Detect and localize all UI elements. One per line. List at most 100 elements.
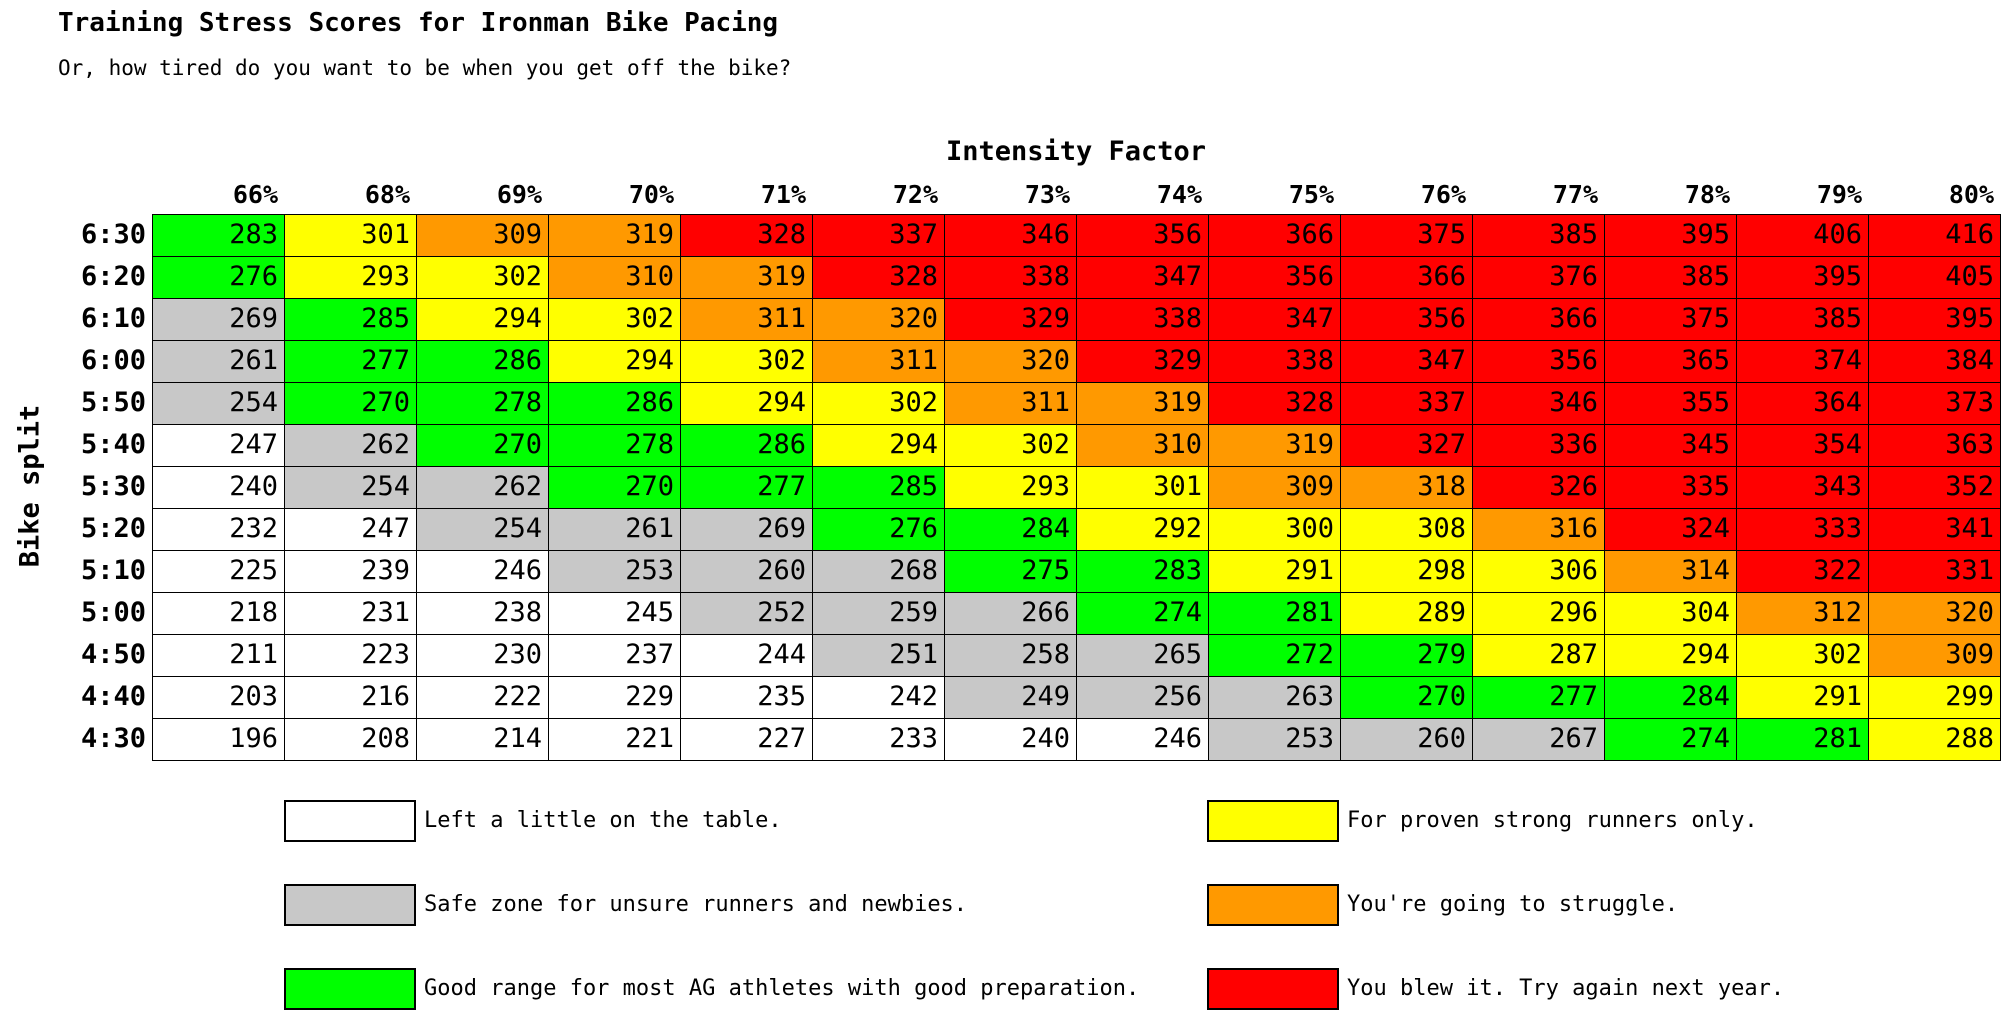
heatmap-cell: 298 [1340, 550, 1473, 593]
heatmap-cell: 259 [812, 592, 945, 635]
heatmap-cell: 223 [284, 634, 417, 677]
heatmap-cell: 374 [1736, 340, 1869, 383]
heatmap-cell: 301 [284, 214, 417, 257]
heatmap-cell: 356 [1208, 256, 1341, 299]
heatmap-cell: 376 [1472, 256, 1605, 299]
legend-label-white: Left a little on the table. [424, 808, 782, 833]
column-header: 77% [1552, 180, 1598, 209]
heatmap-cell: 375 [1340, 214, 1473, 257]
heatmap-cell: 311 [944, 382, 1077, 425]
column-header: 80% [1948, 180, 1994, 209]
heatmap-cell: 291 [1736, 676, 1869, 719]
heatmap-cell: 258 [944, 634, 1077, 677]
heatmap-cell: 322 [1736, 550, 1869, 593]
column-header: 71% [760, 180, 806, 209]
row-header: 4:40 [80, 681, 146, 712]
heatmap-cell: 270 [548, 466, 681, 509]
heatmap-cell: 314 [1604, 550, 1737, 593]
heatmap-cell: 352 [1868, 466, 2001, 509]
heatmap-cell: 270 [284, 382, 417, 425]
heatmap-cell: 286 [680, 424, 813, 467]
heatmap-cell: 311 [680, 298, 813, 341]
heatmap-cell: 346 [1472, 382, 1605, 425]
row-header: 6:10 [80, 303, 146, 334]
heatmap-cell: 225 [152, 550, 285, 593]
heatmap-cell: 345 [1604, 424, 1737, 467]
heatmap-cell: 292 [1076, 508, 1209, 551]
heatmap-cell: 270 [1340, 676, 1473, 719]
heatmap-cell: 293 [944, 466, 1077, 509]
heatmap-cell: 316 [1472, 508, 1605, 551]
heatmap-cell: 281 [1208, 592, 1341, 635]
heatmap-cell: 274 [1604, 718, 1737, 761]
row-header: 6:20 [80, 261, 146, 292]
heatmap-cell: 296 [1472, 592, 1605, 635]
heatmap-cell: 287 [1472, 634, 1605, 677]
heatmap-cell: 363 [1868, 424, 2001, 467]
heatmap-cell: 324 [1604, 508, 1737, 551]
heatmap-cell: 238 [416, 592, 549, 635]
heatmap-cell: 302 [944, 424, 1077, 467]
heatmap-cell: 269 [152, 298, 285, 341]
heatmap-cell: 267 [1472, 718, 1605, 761]
heatmap-cell: 356 [1472, 340, 1605, 383]
heatmap-cell: 356 [1076, 214, 1209, 257]
heatmap-cell: 366 [1472, 298, 1605, 341]
heatmap-cell: 285 [284, 298, 417, 341]
heatmap-cell: 260 [680, 550, 813, 593]
legend-label-green: Good range for most AG athletes with goo… [424, 976, 1140, 1001]
heatmap-cell: 328 [680, 214, 813, 257]
heatmap-cell: 385 [1736, 298, 1869, 341]
heatmap-cell: 319 [680, 256, 813, 299]
legend-swatch-yellow [1207, 800, 1339, 842]
heatmap-cell: 237 [548, 634, 681, 677]
column-header: 74% [1156, 180, 1202, 209]
heatmap-cell: 364 [1736, 382, 1869, 425]
heatmap-cell: 310 [1076, 424, 1209, 467]
heatmap-cell: 416 [1868, 214, 2001, 257]
heatmap-cell: 253 [548, 550, 681, 593]
heatmap-cell: 231 [284, 592, 417, 635]
heatmap-cell: 247 [284, 508, 417, 551]
heatmap-cell: 311 [812, 340, 945, 383]
heatmap-cell: 235 [680, 676, 813, 719]
column-header: 69% [496, 180, 542, 209]
heatmap-cell: 319 [548, 214, 681, 257]
heatmap-cell: 395 [1736, 256, 1869, 299]
heatmap-cell: 274 [1076, 592, 1209, 635]
legend-swatch-gray [284, 884, 416, 926]
heatmap-cell: 318 [1340, 466, 1473, 509]
heatmap-cell: 246 [1076, 718, 1209, 761]
heatmap-cell: 319 [1208, 424, 1341, 467]
heatmap-cell: 294 [680, 382, 813, 425]
heatmap-cell: 385 [1472, 214, 1605, 257]
heatmap-cell: 335 [1604, 466, 1737, 509]
legend-swatch-orange [1207, 884, 1339, 926]
heatmap-cell: 283 [152, 214, 285, 257]
heatmap-cell: 356 [1340, 298, 1473, 341]
heatmap-cell: 208 [284, 718, 417, 761]
heatmap-cell: 222 [416, 676, 549, 719]
column-header: 68% [364, 180, 410, 209]
x-axis-label: Intensity Factor [945, 136, 1207, 167]
y-axis-label: Bike split [14, 404, 46, 568]
heatmap-cell: 283 [1076, 550, 1209, 593]
heatmap-cell: 302 [1736, 634, 1869, 677]
chart-title: Training Stress Scores for Ironman Bike … [58, 8, 779, 38]
heatmap-cell: 306 [1472, 550, 1605, 593]
heatmap-cell: 266 [944, 592, 1077, 635]
heatmap-cell: 385 [1604, 256, 1737, 299]
heatmap-cell: 196 [152, 718, 285, 761]
heatmap-cell: 355 [1604, 382, 1737, 425]
heatmap-cell: 281 [1736, 718, 1869, 761]
heatmap-cell: 268 [812, 550, 945, 593]
legend-swatch-green [284, 968, 416, 1010]
heatmap-cell: 366 [1340, 256, 1473, 299]
heatmap-cell: 341 [1868, 508, 2001, 551]
heatmap-cell: 328 [812, 256, 945, 299]
legend-label-gray: Safe zone for unsure runners and newbies… [424, 892, 968, 917]
heatmap-cell: 286 [548, 382, 681, 425]
heatmap-cell: 261 [548, 508, 681, 551]
heatmap-cell: 218 [152, 592, 285, 635]
heatmap-cell: 320 [812, 298, 945, 341]
